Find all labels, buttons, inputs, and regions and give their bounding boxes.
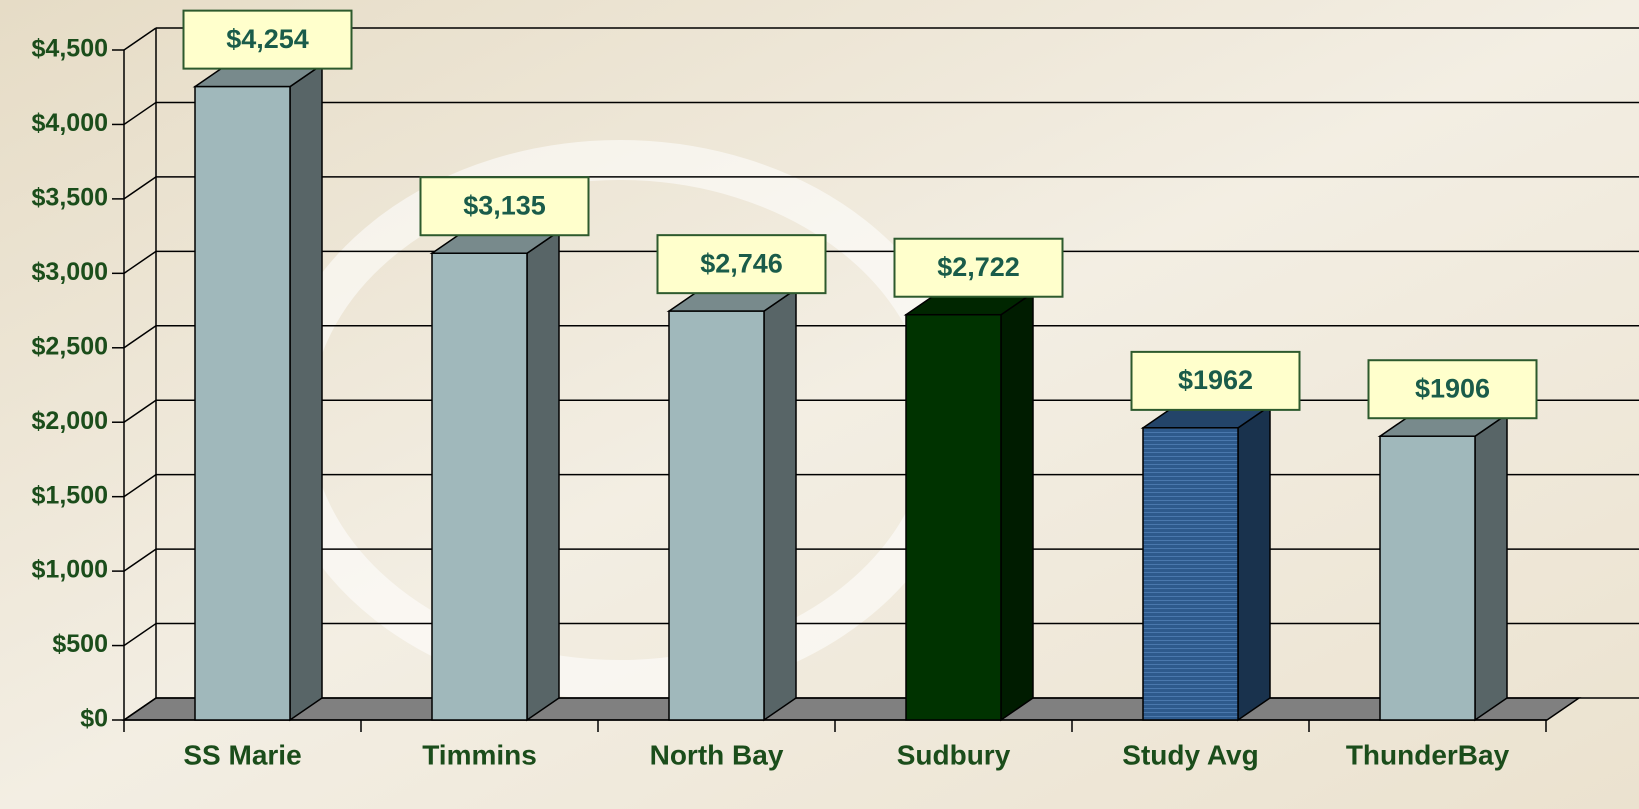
value-label: $2,746 xyxy=(700,248,783,278)
y-tick-label: $1,500 xyxy=(32,481,108,509)
grid-line xyxy=(123,325,157,349)
value-label: $3,135 xyxy=(463,190,546,220)
value-label-box xyxy=(893,237,1064,298)
bar xyxy=(905,313,1002,721)
grid-line xyxy=(123,399,157,423)
value-label-box xyxy=(656,234,827,295)
value-label: $1962 xyxy=(1178,365,1253,395)
bar-side xyxy=(289,63,323,722)
grid-line xyxy=(123,250,157,274)
y-tick-label: $1,000 xyxy=(32,556,108,584)
y-tick-label: $2,500 xyxy=(32,332,108,360)
y-tick-label: $0 xyxy=(80,705,108,733)
value-label: $2,722 xyxy=(937,252,1020,282)
y-tick-label: $3,500 xyxy=(32,183,108,211)
x-tick-label: North Bay xyxy=(650,739,784,770)
bar xyxy=(1142,427,1239,721)
x-tick-label: SS Marie xyxy=(183,739,301,770)
grid-line xyxy=(123,622,157,647)
bar-side xyxy=(1000,291,1034,722)
bar xyxy=(1379,435,1476,721)
x-tick-label: Timmins xyxy=(422,739,537,770)
x-tick-label: Sudbury xyxy=(897,739,1011,770)
bar-side xyxy=(526,229,560,722)
floor xyxy=(121,697,1582,721)
y-tick-label: $500 xyxy=(52,630,108,658)
x-tick-label: ThunderBay xyxy=(1346,739,1510,770)
value-label-box xyxy=(1367,359,1538,420)
grid-line xyxy=(123,101,157,126)
value-label: $1906 xyxy=(1415,373,1490,403)
value-label: $4,254 xyxy=(226,24,309,54)
y-tick-label: $3,000 xyxy=(32,258,108,286)
bar xyxy=(431,252,528,721)
grid-line xyxy=(123,27,157,51)
grid-line xyxy=(123,474,157,498)
x-tick-label: Study Avg xyxy=(1122,739,1258,770)
grid-line xyxy=(123,697,157,721)
value-label-box xyxy=(1130,350,1301,411)
bar-side xyxy=(1474,412,1508,722)
bar-side xyxy=(1237,404,1271,722)
value-label-box xyxy=(182,9,353,70)
y-tick-label: $4,500 xyxy=(32,35,108,63)
grid-line xyxy=(123,176,157,200)
bar xyxy=(668,310,765,721)
y-tick-label: $4,000 xyxy=(32,109,108,137)
grid-line xyxy=(123,548,157,572)
value-label-box xyxy=(419,176,590,237)
bar xyxy=(194,85,291,721)
y-tick-label: $2,000 xyxy=(32,407,108,435)
bar-side xyxy=(763,287,797,722)
